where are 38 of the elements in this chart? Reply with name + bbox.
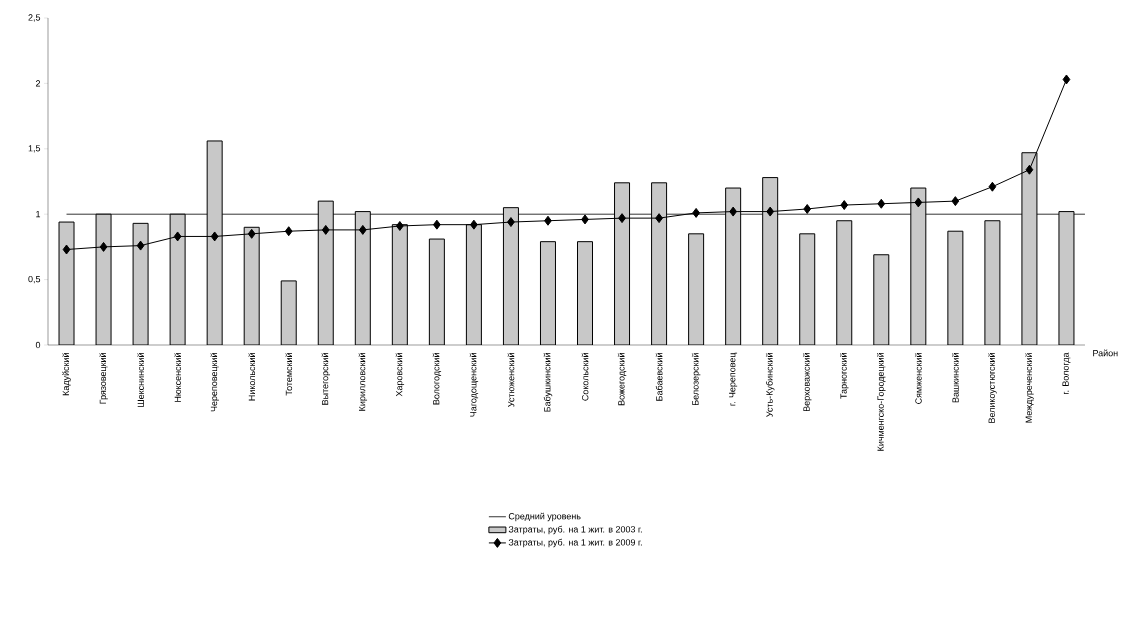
x-tick-label: Тарногский [839,353,849,399]
x-tick-label: Вологодский [432,353,442,405]
x-tick-label: Верховажский [802,353,812,412]
x-tick-label: г. Вологда [1062,352,1071,395]
x-tick-label: Междуреченский [1025,353,1034,423]
x-tick-label: Шекснинский [137,353,144,407]
x-tick-label: Нюксенский [174,353,181,402]
x-tick-label: Вожегодский [617,353,627,406]
x-tick-label: Усть-Кубинский [765,353,775,417]
x-tick-label: Харовский [395,353,405,397]
legend-label: Затраты, руб. на 1 жит. в 2009 г. [508,538,642,548]
legend-label: Затраты, руб. на 1 жит. в 2003 г. [508,525,642,535]
x-tick-label: Кадуйский [62,353,71,396]
x-tick-label: Череповецкий [210,353,219,412]
x-tick-label: Сямженский [914,353,922,404]
y-tick-label: 1 [36,211,41,218]
y-tick-label: 1,5 [28,145,41,153]
x-tick-label: Великоустюгский [988,353,997,423]
y-tick-label: 2,5 [28,14,41,22]
x-tick-label: Сокольский [581,353,589,401]
y-tick-label: 0 [35,341,41,349]
legend-label: Средний уровень [508,512,581,522]
x-tick-label: Белозерский [691,353,701,405]
x-axis-title: Район [1093,349,1118,357]
x-tick-label: Бабаевский [655,353,663,401]
x-tick-label: Чагодощенский [469,353,479,417]
x-tick-label: Тотемский [285,353,293,396]
x-tick-label: Бабушкинский [543,353,553,412]
x-tick-label: Кирилловский [358,353,368,411]
y-tick-label: 2 [35,80,41,87]
x-tick-label: Грязовецкий [99,353,108,404]
x-tick-label: Кичменгско-Городецкий [877,353,886,451]
x-tick-label: Вытегорский [321,353,331,405]
y-tick-label: 0,5 [28,275,41,284]
x-tick-label: Устюженский [507,353,515,407]
x-tick-label: г. Череповец [729,352,738,406]
x-tick-label: Никольский [248,353,256,401]
x-tick-label: Вашкинский [951,353,959,403]
